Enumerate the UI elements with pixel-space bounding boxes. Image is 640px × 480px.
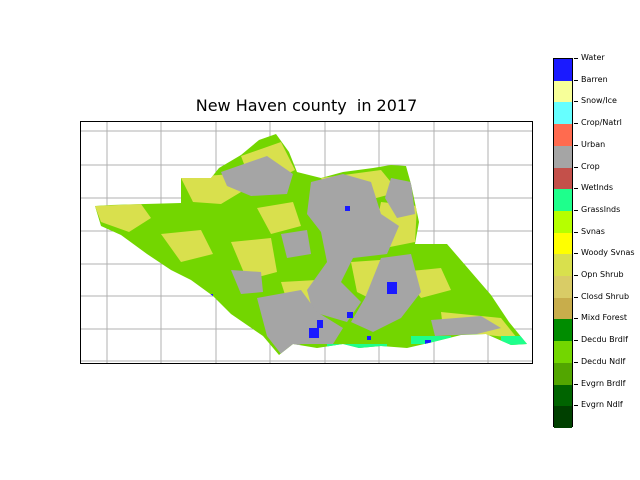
- legend-tick: [574, 58, 578, 59]
- legend-swatch: [554, 145, 572, 169]
- legend-tick: [574, 384, 578, 385]
- legend-swatch: [554, 406, 572, 429]
- legend-swatch: [554, 167, 572, 190]
- map-frame: [80, 121, 533, 364]
- land-cover-map: [81, 122, 532, 363]
- legend-swatch: [554, 254, 572, 277]
- legend-swatch: [554, 384, 572, 407]
- legend-tick: [574, 405, 578, 406]
- legend-tick: [574, 80, 578, 81]
- legend-tick: [574, 101, 578, 102]
- legend-swatch: [554, 297, 572, 320]
- legend-tick: [574, 123, 578, 124]
- legend-swatch: [554, 124, 572, 147]
- legend-label: Evgrn Ndlf: [581, 400, 623, 409]
- legend-label: Opn Shrub: [581, 270, 624, 279]
- legend-label: Decdu Brdlf: [581, 335, 628, 344]
- legend-tick: [574, 210, 578, 211]
- legend-swatch: [554, 59, 572, 82]
- legend-tick: [574, 275, 578, 276]
- legend-swatch: [554, 341, 572, 364]
- county-land-cover: [95, 134, 527, 355]
- legend-tick: [574, 188, 578, 189]
- legend-swatch: [554, 276, 572, 299]
- legend-tick: [574, 145, 578, 146]
- legend-label: Svnas: [581, 227, 605, 236]
- legend-label: Barren: [581, 75, 608, 84]
- legend-tick: [574, 232, 578, 233]
- legend-label: Woody Svnas: [581, 248, 635, 257]
- legend-tick: [574, 167, 578, 168]
- legend-tick: [574, 297, 578, 298]
- legend-label: Snow/Ice: [581, 96, 617, 105]
- legend-label: Closd Shrub: [581, 292, 630, 301]
- legend-label: Grasslnds: [581, 205, 621, 214]
- legend-label: Crop: [581, 162, 600, 171]
- legend-label: Water: [581, 53, 605, 62]
- legend-swatch: [554, 80, 572, 103]
- legend-label: Wetlnds: [581, 183, 614, 192]
- legend-colorbar: [553, 58, 573, 429]
- legend-label: Evgrn Brdlf: [581, 379, 626, 388]
- legend-label: Decdu Ndlf: [581, 357, 626, 366]
- legend-swatch: [554, 232, 572, 255]
- legend-label: Crop/Natrl: [581, 118, 622, 127]
- legend-label: Mixd Forest: [581, 313, 628, 322]
- legend-swatch: [554, 319, 572, 342]
- legend-tick: [574, 362, 578, 363]
- legend-swatch: [554, 362, 572, 386]
- legend-tick: [574, 340, 578, 341]
- legend-tick: [574, 253, 578, 254]
- map-title: New Haven county in 2017: [195, 96, 418, 115]
- legend-swatch: [554, 102, 572, 125]
- legend-tick: [574, 318, 578, 319]
- legend-label: Urban: [581, 140, 606, 149]
- legend-swatch: [554, 210, 572, 234]
- legend-swatch: [554, 189, 572, 212]
